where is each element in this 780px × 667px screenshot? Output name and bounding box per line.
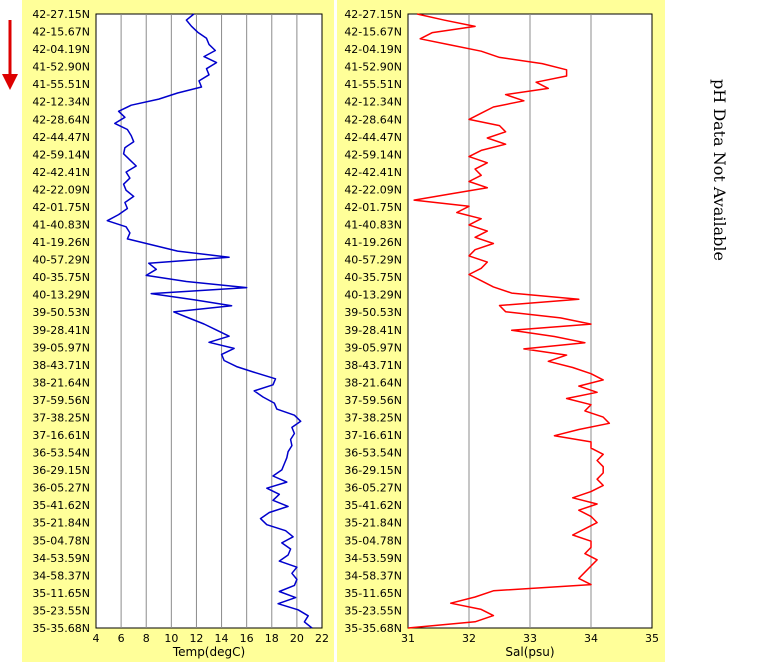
temp-x-tick-label: 20	[290, 632, 304, 645]
temp-y-tick-label: 37-16.61N	[32, 429, 90, 442]
temp-y-tick-label: 42-27.15N	[32, 8, 90, 21]
sal-x-tick-label: 31	[401, 632, 415, 645]
sal-x-tick-label: 35	[645, 632, 659, 645]
sal-y-tick-label: 42-12.34N	[344, 96, 402, 109]
temp-y-tick-label: 40-13.29N	[32, 289, 90, 302]
temp-y-tick-label: 42-44.47N	[32, 131, 90, 144]
temp-y-tick-label: 35-41.62N	[32, 499, 90, 512]
sal-y-tick-label: 35-23.55N	[344, 604, 402, 617]
temp-y-tick-label: 34-53.59N	[32, 552, 90, 565]
temp-y-tick-label: 38-21.64N	[32, 376, 90, 389]
sal-y-tick-label: 35-11.65N	[344, 587, 402, 600]
sal-y-tick-label: 40-57.29N	[344, 254, 402, 267]
sal-y-tick-label: 42-42.41N	[344, 166, 402, 179]
temp-y-tick-label: 39-28.41N	[32, 324, 90, 337]
sal-y-tick-label: 39-05.97N	[344, 341, 402, 354]
arrow-down-icon	[2, 20, 18, 90]
temp-x-axis-label: Temp(degC)	[172, 645, 245, 659]
temp-y-tick-label: 37-38.25N	[32, 411, 90, 424]
temp-y-tick-label: 42-42.41N	[32, 166, 90, 179]
sal-y-tick-label: 42-04.19N	[344, 43, 402, 56]
temp-y-tick-label: 39-05.97N	[32, 341, 90, 354]
temp-y-tick-label: 36-05.27N	[32, 482, 90, 495]
temp-y-tick-label: 42-22.09N	[32, 183, 90, 196]
temp-y-tick-label: 37-59.56N	[32, 394, 90, 407]
temp-y-tick-label: 42-01.75N	[32, 201, 90, 214]
temp-y-tick-label: 35-11.65N	[32, 587, 90, 600]
sal-x-tick-label: 32	[462, 632, 476, 645]
chart-panels: 4 6 8 10 12 14 16 18 20 22 42-27.15N 42-15.67N 42-04…	[22, 0, 665, 662]
temp-panel: 4 6 8 10 12 14 16 18 20 22 42-27.15N 42-15.67N 42-04…	[22, 0, 334, 662]
sal-x-axis-label: Sal(psu)	[505, 645, 554, 659]
sal-x-tick-label: 33	[523, 632, 537, 645]
sal-y-tick-label: 38-21.64N	[344, 376, 402, 389]
sal-y-tick-label: 36-53.54N	[344, 447, 402, 460]
temp-x-tick-label: 4	[93, 632, 100, 645]
temp-y-tick-label: 36-53.54N	[32, 447, 90, 460]
temp-y-tick-label: 38-43.71N	[32, 359, 90, 372]
sal-y-tick-label: 40-35.75N	[344, 271, 402, 284]
temp-y-tick-label: 39-50.53N	[32, 306, 90, 319]
sal-y-tick-label: 36-29.15N	[344, 464, 402, 477]
temp-y-tick-label: 41-52.90N	[32, 61, 90, 74]
temp-plot-area	[95, 13, 323, 629]
temp-x-tick-label: 22	[315, 632, 329, 645]
temp-x-tick-label: 12	[189, 632, 203, 645]
sal-y-tick-label: 37-16.61N	[344, 429, 402, 442]
sal-series-line	[407, 13, 611, 629]
temp-y-tick-label: 40-35.75N	[32, 271, 90, 284]
ph-not-available-note: pH Data Not Available	[710, 79, 729, 261]
temp-x-tick-label: 16	[240, 632, 254, 645]
temp-x-tick-label: 10	[164, 632, 178, 645]
temp-y-tick-label: 42-28.64N	[32, 113, 90, 126]
sal-y-tick-label: 35-35.68N	[344, 622, 402, 635]
temp-y-tick-label: 41-19.26N	[32, 236, 90, 249]
temp-y-tick-label: 42-59.14N	[32, 148, 90, 161]
sal-y-tick-label: 34-53.59N	[344, 552, 402, 565]
sal-y-tick-label: 42-15.67N	[344, 26, 402, 39]
temp-y-tick-label: 42-15.67N	[32, 26, 90, 39]
sal-y-tick-label: 41-52.90N	[344, 61, 402, 74]
temp-y-tick-label: 42-04.19N	[32, 43, 90, 56]
sal-y-tick-label: 41-19.26N	[344, 236, 402, 249]
sal-y-tick-label: 34-58.37N	[344, 569, 402, 582]
temp-y-tick-label: 35-35.68N	[32, 622, 90, 635]
temp-y-tick-label: 40-57.29N	[32, 254, 90, 267]
temp-y-tick-label: 42-12.34N	[32, 96, 90, 109]
temp-x-tick-label: 14	[215, 632, 229, 645]
sal-y-tick-label: 38-43.71N	[344, 359, 402, 372]
sal-y-tick-label: 37-59.56N	[344, 394, 402, 407]
sal-y-tick-label: 42-44.47N	[344, 131, 402, 144]
sal-y-tick-label: 39-28.41N	[344, 324, 402, 337]
sal-y-tick-label: 35-21.84N	[344, 517, 402, 530]
temp-x-tick-label: 18	[265, 632, 279, 645]
sal-y-tick-label: 42-22.09N	[344, 183, 402, 196]
sal-y-tick-label: 42-59.14N	[344, 148, 402, 161]
sal-panel: 31 32 33 34 35 42-27.15N 42-15.67N 42-04.19N 41-…	[337, 0, 665, 662]
temp-y-tick-label: 35-04.78N	[32, 534, 90, 547]
sal-y-tick-label: 39-50.53N	[344, 306, 402, 319]
sal-y-tick-label: 37-38.25N	[344, 411, 402, 424]
sal-y-tick-label: 42-01.75N	[344, 201, 402, 214]
sal-y-tick-label: 40-13.29N	[344, 289, 402, 302]
temp-y-tick-label: 41-40.83N	[32, 219, 90, 232]
temp-y-tick-label: 36-29.15N	[32, 464, 90, 477]
sal-y-tick-label: 42-28.64N	[344, 113, 402, 126]
sal-y-tick-label: 42-27.15N	[344, 8, 402, 21]
temp-y-tick-label: 35-21.84N	[32, 517, 90, 530]
sal-x-tick-label: 34	[584, 632, 598, 645]
sal-y-tick-label: 41-40.83N	[344, 219, 402, 232]
temp-y-tick-label: 34-58.37N	[32, 569, 90, 582]
temp-x-tick-label: 8	[143, 632, 150, 645]
temp-y-tick-label: 35-23.55N	[32, 604, 90, 617]
sal-y-tick-label: 35-04.78N	[344, 534, 402, 547]
sal-y-tick-label: 35-41.62N	[344, 499, 402, 512]
sal-y-tick-label: 41-55.51N	[344, 78, 402, 91]
temp-y-tick-label: 41-55.51N	[32, 78, 90, 91]
temp-series-line	[106, 13, 313, 629]
temp-x-tick-label: 6	[118, 632, 125, 645]
sal-y-tick-label: 36-05.27N	[344, 482, 402, 495]
